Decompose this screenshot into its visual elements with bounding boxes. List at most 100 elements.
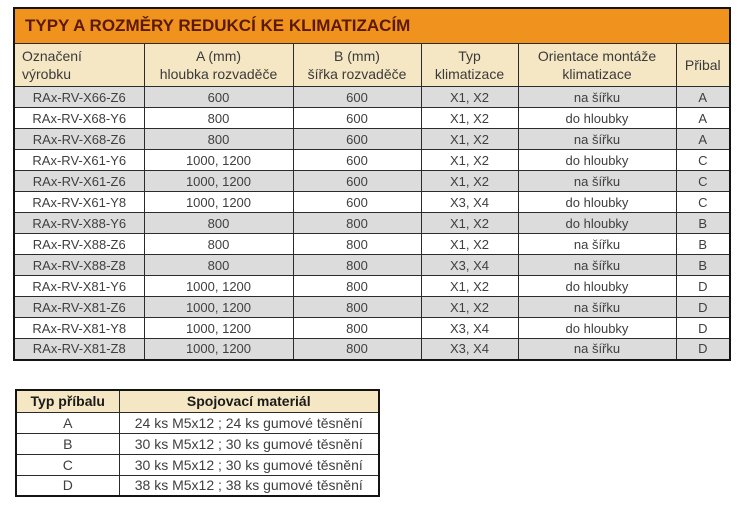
table-row: RAx-RV-X88-Z8 800 800 X3, X4 na šířku B xyxy=(13,254,731,276)
table-cell: do hloubky xyxy=(517,212,677,234)
table-cell: 1000, 1200 xyxy=(143,317,294,339)
table-cell: B xyxy=(675,254,731,276)
table-cell: 800 xyxy=(143,212,294,234)
table-cell: 800 xyxy=(292,254,422,276)
table-cell: C xyxy=(15,453,120,476)
table-cell: RAx-RV-X88-Z6 xyxy=(13,233,145,255)
main-table-body: RAx-RV-X66-Z6 600 600 X1, X2 na šířku A RAx-RV… xyxy=(13,86,731,360)
table-cell: RAx-RV-X81-Y8 xyxy=(13,317,145,339)
table-cell: RAx-RV-X68-Z6 xyxy=(13,128,145,150)
table-cell: X3, X4 xyxy=(420,254,519,276)
table-cell: 600 xyxy=(292,170,422,192)
header-line: klimatizace xyxy=(434,66,505,82)
table-row: RAx-RV-X88-Z6 800 800 X1, X2 na šířku B xyxy=(13,233,731,255)
column-header-a-mm: A (mm) hloubka rozvaděče xyxy=(143,43,294,87)
table-cell: RAx-RV-X88-Y6 xyxy=(13,212,145,234)
table-row: RAx-RV-X68-Y6 800 600 X1, X2 do hloubky A xyxy=(13,107,731,129)
table-cell: X1, X2 xyxy=(420,86,519,108)
table-cell: 800 xyxy=(292,275,422,297)
header-line: Typ xyxy=(458,47,481,64)
table-cell: C xyxy=(675,170,731,192)
header-line: A (mm) xyxy=(195,47,242,64)
table-row: RAx-RV-X81-Y8 1000, 1200 800 X3, X4 do hloub… xyxy=(13,317,731,339)
table-cell: X3, X4 xyxy=(420,317,519,339)
reduction-types-table: TYPY A ROZMĚRY REDUKCÍ KE KLIMATIZACÍM O… xyxy=(13,7,732,361)
table-cell: na šířku xyxy=(517,254,677,276)
table-cell: do hloubky xyxy=(517,149,677,171)
column-header-spojovaci-material: Spojovací materiál xyxy=(118,389,380,413)
table-cell: D xyxy=(15,474,120,497)
table-cell: do hloubky xyxy=(517,107,677,129)
column-header-typ-pribalu: Typ příbalu xyxy=(15,389,120,413)
table-row: A 24 ks M5x12 ; 24 ks gumové těsnění xyxy=(15,411,380,434)
table-cell: 1000, 1200 xyxy=(143,296,294,318)
column-header-typ-klimatizace: Typ klimatizace xyxy=(420,43,519,87)
table-cell: 800 xyxy=(143,107,294,129)
table-cell: D xyxy=(675,317,731,339)
table-row: RAx-RV-X81-Z8 1000, 1200 800 X3, X4 na šířku… xyxy=(13,338,731,360)
table-cell: RAx-RV-X81-Y6 xyxy=(13,275,145,297)
table-cell: RAx-RV-X68-Y6 xyxy=(13,107,145,129)
table-title-row: TYPY A ROZMĚRY REDUKCÍ KE KLIMATIZACÍM xyxy=(13,7,731,44)
table-cell: B xyxy=(675,212,731,234)
accessory-table-body: A 24 ks M5x12 ; 24 ks gumové těsnění B 30 k… xyxy=(15,411,380,497)
column-header-oznaceni-vyrobku: Označení výrobku xyxy=(13,43,145,87)
table-row: RAx-RV-X66-Z6 600 600 X1, X2 na šířku A xyxy=(13,86,731,108)
table-cell: RAx-RV-X61-Y8 xyxy=(13,191,145,213)
table-cell: RAx-RV-X81-Z8 xyxy=(13,338,145,360)
header-line: výrobku xyxy=(22,66,72,82)
table-cell: X3, X4 xyxy=(420,338,519,360)
table-cell: 800 xyxy=(143,128,294,150)
table-cell: RAx-RV-X81-Z6 xyxy=(13,296,145,318)
table-cell: D xyxy=(675,338,731,360)
table-cell: 800 xyxy=(143,254,294,276)
table-cell: na šířku xyxy=(517,233,677,255)
table-row: RAx-RV-X81-Y6 1000, 1200 800 X1, X2 do hloub… xyxy=(13,275,731,297)
table-cell: 600 xyxy=(292,86,422,108)
table-cell: 800 xyxy=(143,233,294,255)
table-cell: X1, X2 xyxy=(420,128,519,150)
table-cell: 1000, 1200 xyxy=(143,149,294,171)
table-row: D 38 ks M5x12 ; 38 ks gumové těsnění xyxy=(15,474,380,497)
table-cell: 800 xyxy=(292,317,422,339)
column-header-orientace-montaze: Orientace montáže klimatizace xyxy=(517,43,677,87)
column-header-pribal: Přibal xyxy=(675,43,731,87)
table-cell: D xyxy=(675,275,731,297)
table-cell: na šířku xyxy=(517,296,677,318)
table-cell: 1000, 1200 xyxy=(143,338,294,360)
table-cell: A xyxy=(675,86,731,108)
table-title: TYPY A ROZMĚRY REDUKCÍ KE KLIMATIZACÍM xyxy=(13,7,731,44)
table-cell: X3, X4 xyxy=(420,191,519,213)
table-cell: 600 xyxy=(292,107,422,129)
table-cell: 800 xyxy=(292,296,422,318)
table-cell: B xyxy=(675,233,731,255)
table-cell: A xyxy=(675,128,731,150)
table-cell: X1, X2 xyxy=(420,296,519,318)
table-cell: A xyxy=(675,107,731,129)
table-row: B 30 ks M5x12 ; 30 ks gumové těsnění xyxy=(15,432,380,455)
header-line: šířka rozvaděče xyxy=(307,66,407,82)
table-row: C 30 ks M5x12 ; 30 ks gumové těsnění xyxy=(15,453,380,476)
table-cell: 600 xyxy=(292,149,422,171)
column-header-b-mm: B (mm) šířka rozvaděče xyxy=(292,43,422,87)
table-cell: do hloubky xyxy=(517,317,677,339)
table-cell: 800 xyxy=(292,233,422,255)
table-cell: 600 xyxy=(292,128,422,150)
table-row: RAx-RV-X61-Y8 1000, 1200 600 X3, X4 do hloub… xyxy=(13,191,731,213)
table-cell: na šířku xyxy=(517,170,677,192)
table-cell: X1, X2 xyxy=(420,107,519,129)
table-cell: 800 xyxy=(292,338,422,360)
table-cell: na šířku xyxy=(517,338,677,360)
table-cell: X1, X2 xyxy=(420,233,519,255)
table-row: RAx-RV-X81-Z6 1000, 1200 800 X1, X2 na šířku… xyxy=(13,296,731,318)
table-cell: RAx-RV-X66-Z6 xyxy=(13,86,145,108)
table-cell: 1000, 1200 xyxy=(143,275,294,297)
table-row: RAx-RV-X61-Z6 1000, 1200 600 X1, X2 na šířku… xyxy=(13,170,731,192)
header-line: klimatizace xyxy=(562,66,632,82)
table-row: RAx-RV-X68-Z6 800 600 X1, X2 na šířku A xyxy=(13,128,731,150)
table-cell: X1, X2 xyxy=(420,275,519,297)
table-cell: 38 ks M5x12 ; 38 ks gumové těsnění xyxy=(118,474,380,497)
table-cell: 1000, 1200 xyxy=(143,170,294,192)
table-header-row: Typ příbalu Spojovací materiál xyxy=(15,389,380,413)
header-line: B (mm) xyxy=(334,47,380,64)
